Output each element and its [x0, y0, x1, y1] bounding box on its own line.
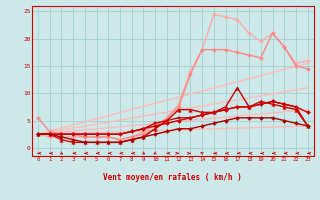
- X-axis label: Vent moyen/en rafales ( km/h ): Vent moyen/en rafales ( km/h ): [103, 174, 242, 182]
